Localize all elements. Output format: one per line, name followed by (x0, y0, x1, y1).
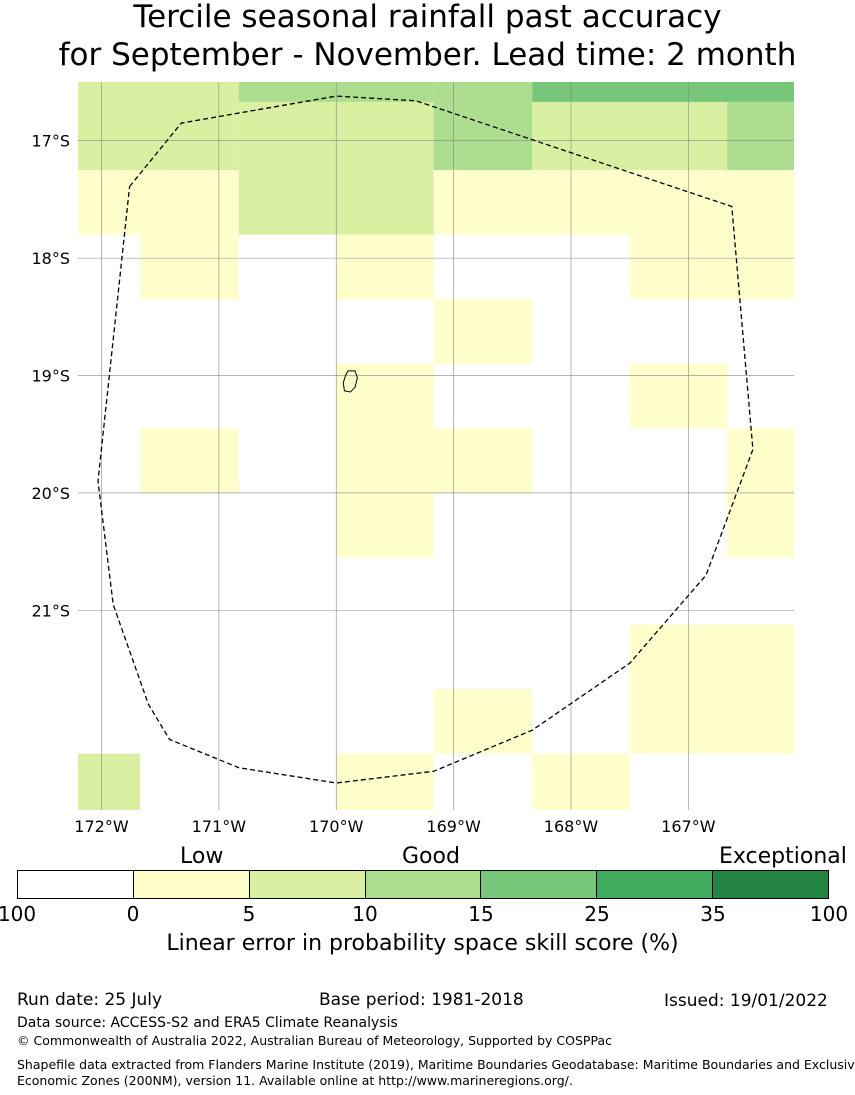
colorbar-tick-label: 10 (352, 902, 378, 926)
colorbar (17, 870, 829, 899)
colorbar-tick-label: 100 (809, 902, 849, 926)
shapefile-credit-line-2: Economic Zones (200NM), version 11. Avai… (17, 1073, 573, 1088)
skill-cell (336, 753, 434, 810)
skill-cell (336, 428, 533, 493)
lat-label: 19°S (31, 367, 70, 386)
lat-label: 17°S (31, 132, 70, 151)
skill-cell (532, 101, 728, 171)
colorbar-tick-label: 5 (242, 902, 256, 926)
base-period: Base period: 1981-2018 (319, 990, 524, 1010)
skill-cell (433, 299, 533, 364)
skill-cell (78, 82, 239, 171)
colorbar-segment (713, 871, 829, 898)
lon-label: 167°W (661, 817, 716, 836)
skill-cell (433, 170, 794, 235)
eez-boundary (97, 95, 754, 784)
title-line-1: Tercile seasonal rainfall past accuracy (133, 0, 722, 35)
legend-word-exceptional: Exceptional (719, 844, 847, 869)
skill-cell (336, 234, 434, 300)
lon-label: 168°W (544, 817, 599, 836)
legend-word-good: Good (402, 844, 460, 869)
colorbar-label: Linear error in probability space skill … (166, 931, 679, 956)
axis-labels-layer: 17°S 18°S 19°S 20°S 21°S 172°W 171°W 170°W 169°W… (31, 132, 715, 836)
lon-label: 169°W (426, 817, 481, 836)
skill-score-map: 17°S 18°S 19°S 20°S 21°S 172°W 171°W 170°W 169°W… (31, 82, 794, 836)
skill-cell (433, 689, 533, 754)
title-line-2: for September - November. Lead time: 2 m… (58, 37, 797, 73)
lat-label: 18°S (31, 249, 70, 268)
colorbar-segment (597, 871, 714, 898)
colorbar-tick-label: 0 (126, 902, 140, 926)
island-outline (342, 370, 358, 393)
graticule-layer (78, 82, 794, 810)
skill-cell (433, 82, 533, 171)
shapefile-credit-line-1: Shapefile data extracted from Flanders M… (17, 1057, 855, 1072)
skill-cell (532, 753, 630, 810)
colorbar-segment (481, 871, 598, 898)
lon-label: 170°W (309, 817, 364, 836)
colorbar-segment (249, 871, 366, 898)
colorbar-tick-label: 35 (700, 902, 726, 926)
lat-label: 20°S (31, 484, 70, 503)
colorbar-segment (133, 871, 250, 898)
skill-cell (78, 753, 141, 810)
data-source: Data source: ACCESS-S2 and ERA5 Climate … (17, 1015, 398, 1031)
lon-label: 171°W (192, 817, 247, 836)
colorbar-tick-label: 25 (584, 902, 610, 926)
skill-cell (140, 428, 239, 493)
skill-cell (629, 363, 728, 429)
copyright-notice: © Commonwealth of Australia 2022, Austra… (17, 1033, 612, 1048)
colorbar-segment (365, 871, 482, 898)
skill-cell (140, 234, 239, 300)
map-title: Tercile seasonal rainfall past accuracy … (0, 0, 855, 74)
skill-cell (629, 624, 794, 754)
colorbar-segment (18, 871, 134, 898)
skill-cell (532, 82, 794, 102)
lat-label: 21°S (31, 601, 70, 620)
boundary-layer (97, 95, 754, 784)
skill-cell (336, 363, 434, 429)
colorbar-tick-label: 15 (468, 902, 494, 926)
run-date: Run date: 25 July (17, 990, 163, 1010)
legend-word-low: Low (180, 844, 224, 869)
skill-cell (336, 492, 434, 558)
skill-cell (629, 234, 794, 300)
issued-date: Issued: 19/01/2022 (664, 991, 828, 1011)
skill-cell (78, 170, 239, 235)
lon-label: 172°W (74, 817, 129, 836)
skill-cell (727, 101, 794, 171)
colorbar-tick-label: 100 (0, 902, 37, 926)
